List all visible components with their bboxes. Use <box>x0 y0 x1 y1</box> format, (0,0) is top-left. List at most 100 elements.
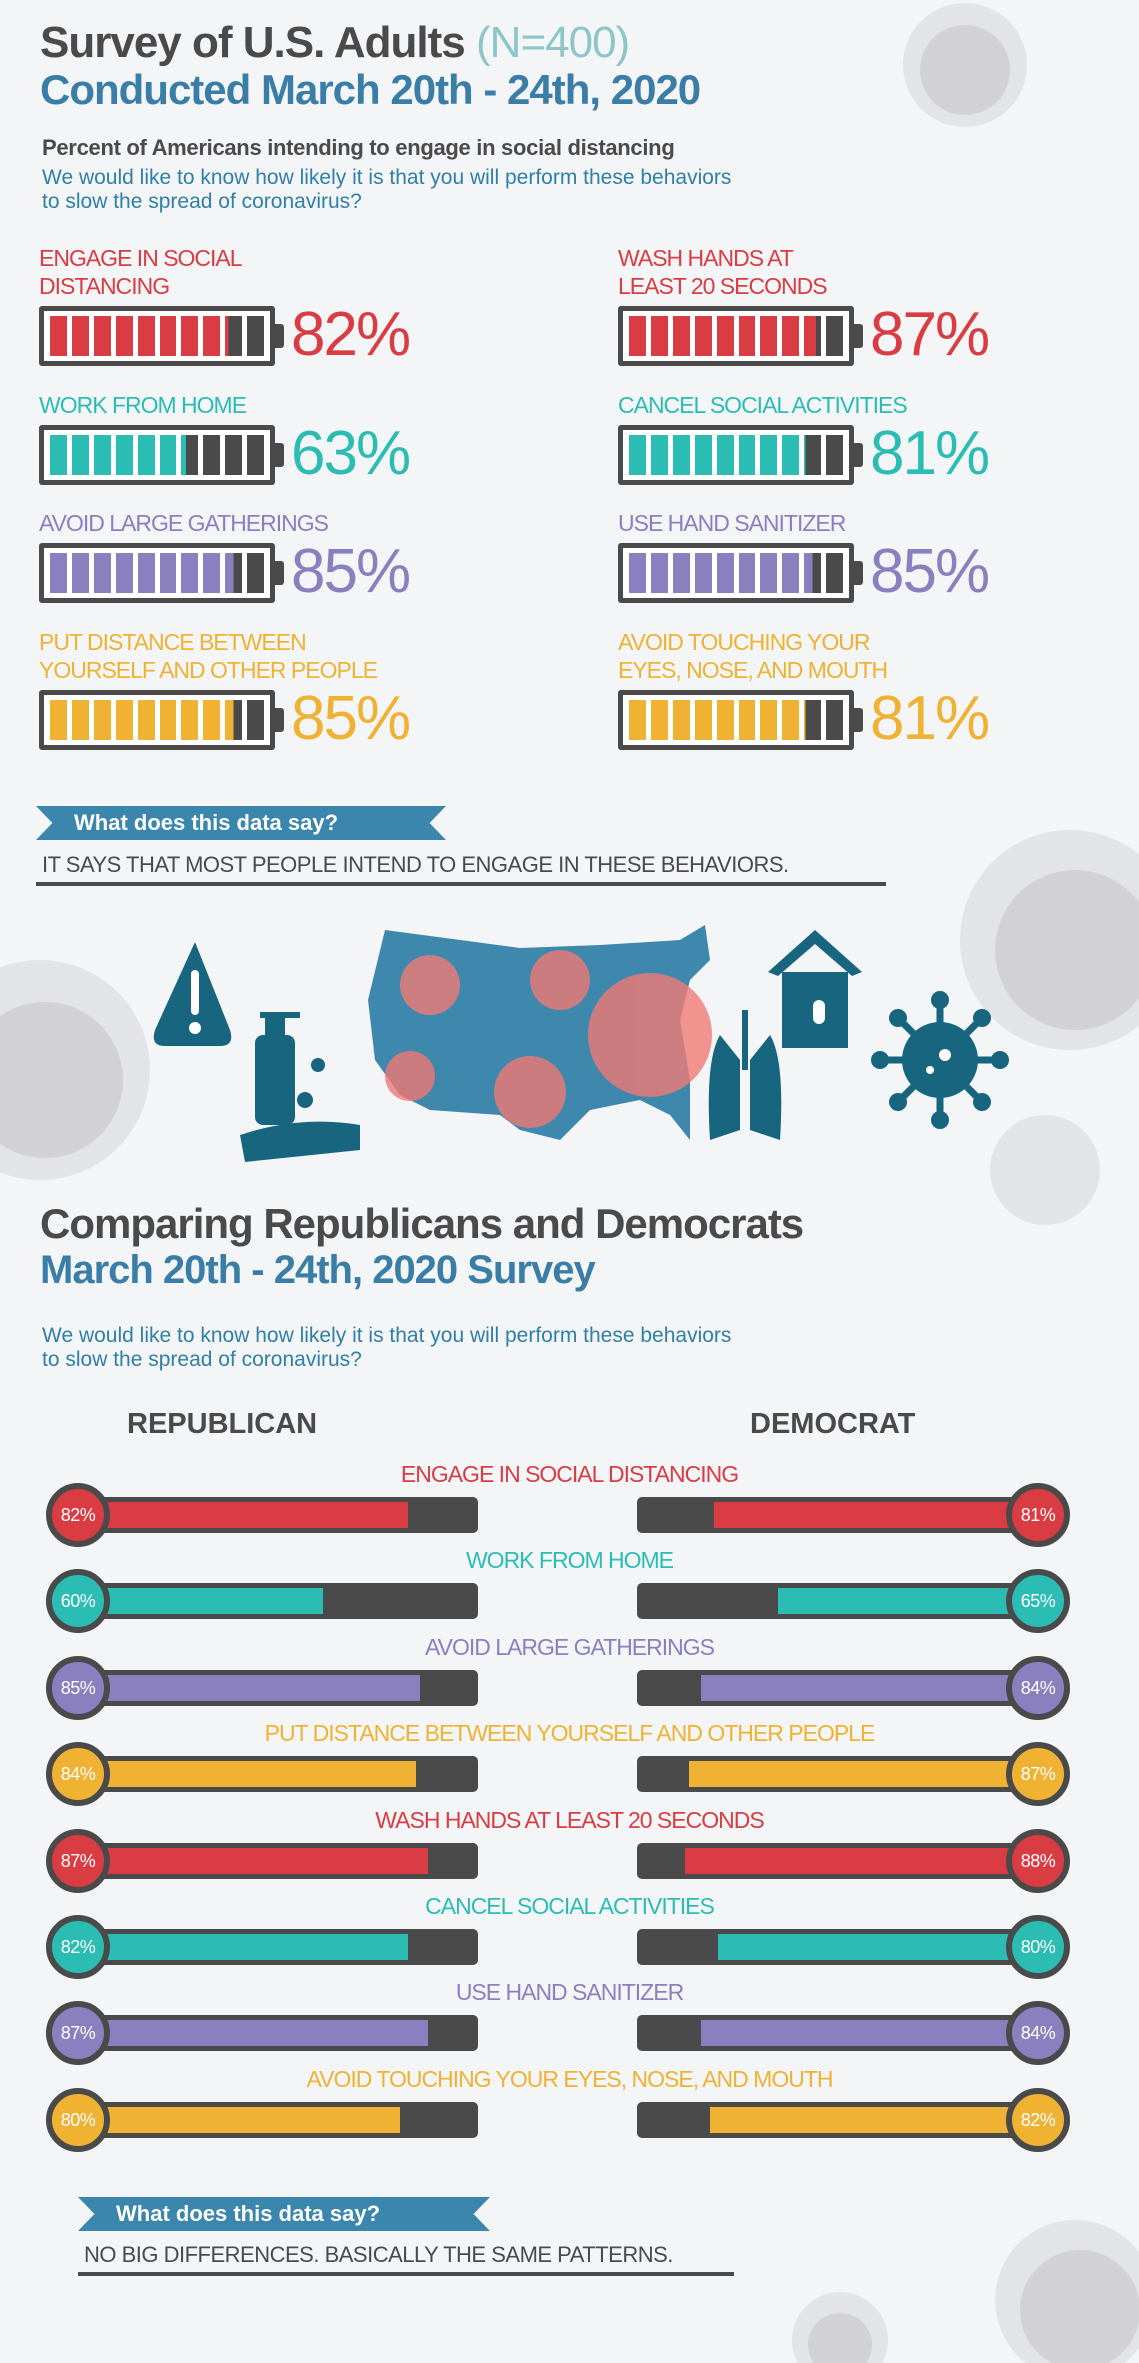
illustrations <box>153 925 1009 1162</box>
lungs-icon <box>708 1010 782 1140</box>
battery-item: USE HAND SANITIZER 85% <box>618 510 1018 606</box>
battery-segment <box>716 553 734 593</box>
battery-segment <box>115 700 133 740</box>
democrat-track <box>637 1669 1040 1706</box>
virus-icon <box>990 1115 1100 1225</box>
republican-track <box>90 1497 478 1533</box>
republican-track <box>90 2101 478 2138</box>
house-person-icon <box>768 930 862 1048</box>
republican-bar <box>90 1674 420 1701</box>
battery-nub <box>854 443 863 467</box>
democrat-value: 65% <box>1006 1569 1070 1634</box>
battery-segment <box>716 435 734 475</box>
title-text: Survey of U.S. Adults <box>40 18 466 67</box>
battery-segment <box>137 553 155 593</box>
battery-label: AVOID TOUCHING YOUR EYES, NOSE, AND MOUT… <box>618 629 888 683</box>
battery-segment <box>694 435 712 475</box>
battery-bar <box>39 690 275 750</box>
battery-percent: 87% <box>870 300 990 369</box>
battery-nub <box>854 708 863 732</box>
battery-segment <box>694 553 712 593</box>
battery-segment <box>760 435 778 475</box>
battery-segment <box>71 316 89 356</box>
battery-bar <box>618 543 854 603</box>
battery-segment <box>760 700 778 740</box>
republican-bar <box>90 2020 428 2047</box>
republican-value: 87% <box>46 1828 110 1893</box>
survey-dates: Conducted March 20th - 24th, 2020 <box>40 66 701 113</box>
battery-nub <box>275 708 284 732</box>
battery-segment <box>93 435 111 475</box>
battery-percent: 85% <box>291 684 411 753</box>
battery-segment <box>826 435 844 475</box>
sample-size: (N=400) <box>476 18 630 67</box>
democrat-track <box>637 2015 1040 2052</box>
democrat-track <box>637 1756 1040 1793</box>
battery-segment <box>225 435 243 475</box>
battery-segment <box>203 316 221 356</box>
battery-segment <box>650 553 668 593</box>
battery-segment <box>738 700 756 740</box>
republican-value: 82% <box>46 1915 110 1979</box>
democrat-track <box>637 1929 1040 1965</box>
battery-segment <box>629 316 646 356</box>
battery-segment <box>50 435 67 475</box>
us-map-icon <box>368 925 712 1140</box>
battery-item: CANCEL SOCIAL ACTIVITIES 81% <box>618 392 1018 488</box>
battery-segment <box>650 316 668 356</box>
democrat-value: 88% <box>1006 1828 1070 1893</box>
battery-segment <box>225 316 243 356</box>
data-summary-banner: What does this data say? <box>36 806 446 840</box>
battery-segment <box>247 435 265 475</box>
democrat-header: DEMOCRAT <box>750 1408 916 1440</box>
battery-segment <box>71 553 89 593</box>
republican-bar <box>90 1934 409 1960</box>
republican-bar <box>90 1847 428 1874</box>
battery-percent: 85% <box>870 537 990 606</box>
battery-item: ENGAGE IN SOCIAL DISTANCING 82% <box>39 245 439 369</box>
battery-percent: 81% <box>870 684 990 753</box>
battery-item: WORK FROM HOME 63% <box>39 392 439 488</box>
battery-segment <box>782 700 800 740</box>
battery-bar <box>618 690 854 750</box>
battery-item: WASH HANDS AT LEAST 20 SECONDS 87% <box>618 245 1018 369</box>
battery-segment <box>93 316 111 356</box>
republican-value: 85% <box>46 1655 110 1720</box>
battery-segment <box>826 553 844 593</box>
battery-segment <box>694 316 712 356</box>
battery-segment <box>782 316 800 356</box>
republican-value: 87% <box>46 2001 110 2066</box>
battery-segment <box>159 316 177 356</box>
battery-segment <box>50 553 67 593</box>
battery-nub <box>275 561 284 585</box>
democrat-track <box>637 1497 1040 1533</box>
battery-segment <box>203 700 221 740</box>
battery-segment <box>247 553 265 593</box>
battery-segment <box>672 316 690 356</box>
battery-segment <box>716 316 734 356</box>
row-label: PUT DISTANCE BETWEEN YOURSELF AND OTHER … <box>264 1720 876 1747</box>
comparison-dates: March 20th - 24th, 2020 Survey <box>40 1248 596 1292</box>
battery-segment <box>782 553 800 593</box>
battery-segment <box>629 700 646 740</box>
comparison-summary-text: NO BIG DIFFERENCES. BASICALLY THE SAME P… <box>78 2242 734 2276</box>
democrat-bar <box>689 1761 1040 1788</box>
republican-header: REPUBLICAN <box>127 1408 318 1440</box>
battery-label: WASH HANDS AT LEAST 20 SECONDS <box>618 245 828 299</box>
battery-label: USE HAND SANITIZER <box>618 510 846 536</box>
republican-value: 84% <box>46 1742 110 1807</box>
battery-item: AVOID LARGE GATHERINGS 85% <box>39 510 439 606</box>
battery-segment <box>71 435 89 475</box>
row-label: WORK FROM HOME <box>465 1547 674 1574</box>
battery-segment <box>782 435 800 475</box>
comparison-title: Comparing Republicans and Democrats <box>40 1200 804 1247</box>
battery-segment <box>804 700 822 740</box>
battery-segment <box>826 316 844 356</box>
battery-bar <box>39 425 275 485</box>
democrat-value: 82% <box>1006 2087 1070 2152</box>
battery-segment <box>93 700 111 740</box>
democrat-value: 80% <box>1006 1915 1070 1979</box>
democrat-value: 87% <box>1006 1742 1070 1807</box>
virus-icon <box>871 991 1009 1129</box>
row-label: AVOID TOUCHING YOUR EYES, NOSE, AND MOUT… <box>306 2065 833 2092</box>
